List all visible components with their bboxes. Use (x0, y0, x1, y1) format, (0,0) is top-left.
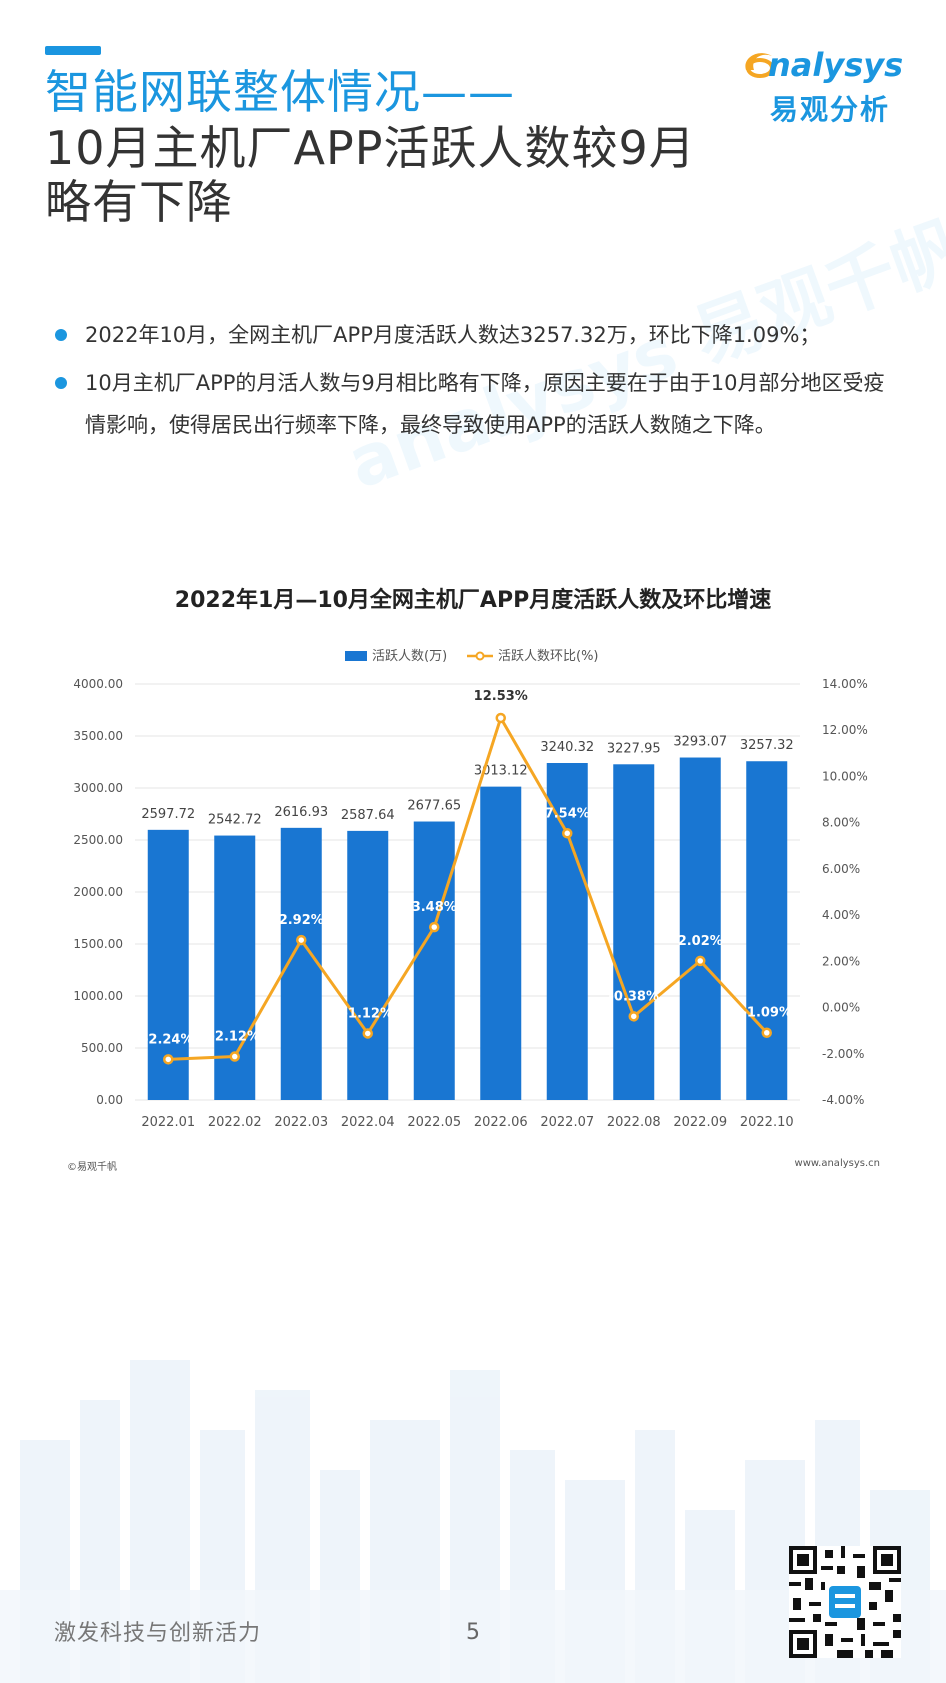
source-credit: ©易观千帆 (67, 1162, 117, 1173)
bar (480, 786, 522, 1100)
bullet-dot-icon (55, 329, 67, 341)
y-left-tick-label: 0.00 (96, 1093, 123, 1107)
y-right-tick-label: 10.00% (822, 769, 868, 783)
logo-chinese-name: 易观分析 (770, 93, 891, 126)
x-tick-label: 2022.03 (274, 1115, 328, 1130)
bar (613, 764, 655, 1100)
x-tick-label: 2022.01 (141, 1115, 195, 1130)
line-value-label: -2.12% (210, 1030, 261, 1045)
legend-line-marker (475, 651, 485, 661)
bullet-list: 2022年10月，全网主机厂APP月度活跃人数达3257.32万，环比下降1.0… (55, 314, 905, 452)
bar-value-label: 2677.65 (407, 799, 461, 814)
line-point (296, 934, 307, 946)
x-tick-label: 2022.05 (407, 1115, 461, 1130)
x-tick-label: 2022.09 (673, 1115, 727, 1130)
line-point (362, 1028, 373, 1039)
bar-value-label: 2616.93 (274, 805, 328, 820)
line-point (229, 1051, 240, 1062)
bar-value-label: 2542.72 (208, 813, 262, 828)
y-left-tick-label: 3000.00 (73, 781, 123, 795)
line-point (562, 828, 573, 839)
x-tick-label: 2022.04 (341, 1115, 395, 1130)
y-right-tick-label: 8.00% (822, 816, 860, 830)
line-value-label: -1.09% (742, 1006, 793, 1021)
line-point (495, 712, 506, 724)
bullet-text: 2022年10月，全网主机厂APP月度活跃人数达3257.32万，环比下降1.0… (85, 323, 821, 347)
y-left-tick-label: 4000.00 (73, 677, 123, 691)
y-right-tick-label: 4.00% (822, 908, 860, 922)
y-right-tick-label: -2.00% (822, 1047, 864, 1061)
bar-value-label: 3240.32 (540, 740, 594, 755)
page-title-line2: 10月主机厂APP活跃人数较9月 (45, 121, 696, 175)
source-url: www.analysys.cn (794, 1158, 880, 1169)
line-point (628, 1011, 639, 1022)
bar (347, 830, 389, 1100)
line-value-label: 2.02% (678, 934, 723, 949)
bullet-dot-icon (55, 377, 67, 389)
line-value-label: -1.12% (343, 1006, 394, 1021)
y-right-tick-label: 12.00% (822, 723, 868, 737)
line-value-label: -2.24% (143, 1032, 194, 1047)
line-point (429, 921, 440, 933)
title-accent-bar (45, 46, 101, 55)
line-point (163, 1054, 174, 1065)
logo-wordmark: nalysys (768, 46, 904, 84)
page-title-line3: 略有下降 (45, 175, 233, 229)
x-tick-label: 2022.02 (208, 1115, 262, 1130)
y-right-tick-label: 0.00% (822, 1001, 860, 1015)
page-title-line1: 智能网联整体情况—— (45, 65, 515, 119)
legend-label-line: 活跃人数环比(%) (498, 649, 599, 664)
bar-value-label: 3257.32 (740, 738, 794, 753)
x-tick-label: 2022.08 (607, 1115, 661, 1130)
x-tick-label: 2022.06 (474, 1115, 528, 1130)
y-left-tick-label: 2000.00 (73, 885, 123, 899)
bar (546, 763, 588, 1100)
bar (746, 761, 788, 1100)
y-right-tick-label: 14.00% (822, 677, 868, 691)
y-left-tick-label: 3500.00 (73, 729, 123, 743)
bar-value-label: 3293.07 (673, 735, 727, 750)
bullet-text: 10月主机厂APP的月活人数与9月相比略有下降，原因主要在于由于10月部分地区受… (85, 371, 885, 437)
line-value-label: 12.53% (474, 689, 528, 704)
legend-bar-swatch (345, 651, 367, 661)
y-left-tick-label: 2500.00 (73, 833, 123, 847)
line-series (168, 716, 768, 1061)
page-number: 5 (466, 1620, 480, 1645)
line-value-label: -0.38% (609, 989, 660, 1004)
x-tick-label: 2022.07 (540, 1115, 594, 1130)
y-left-tick-label: 500.00 (81, 1041, 123, 1055)
y-right-tick-label: 2.00% (822, 954, 860, 968)
qr-code-icon (789, 1546, 901, 1658)
line-value-label: 2.92% (279, 913, 324, 928)
bar-value-label: 2597.72 (141, 807, 195, 822)
footer-slogan: 激发科技与创新活力 (54, 1621, 262, 1646)
legend-label-bars: 活跃人数(万) (372, 649, 447, 664)
line-point (761, 1027, 772, 1038)
y-left-tick-label: 1500.00 (73, 937, 123, 951)
y-right-tick-label: -4.00% (822, 1093, 864, 1107)
bar (679, 757, 721, 1100)
line-point (695, 955, 706, 967)
bullet-item: 2022年10月，全网主机厂APP月度活跃人数达3257.32万，环比下降1.0… (55, 314, 905, 356)
logo-swoosh-icon (745, 53, 774, 78)
line-value-label: 3.48% (412, 900, 457, 915)
bar-value-label: 3013.12 (474, 764, 528, 779)
bar-value-label: 2587.64 (341, 808, 395, 823)
bullet-item: 10月主机厂APP的月活人数与9月相比略有下降，原因主要在于由于10月部分地区受… (55, 362, 905, 446)
bar-value-label: 3227.95 (607, 741, 661, 756)
bar (413, 821, 455, 1100)
y-left-tick-label: 1000.00 (73, 989, 123, 1003)
combo-chart: 活跃人数(万) 活跃人数环比(%) 0.00 500.00 1000.00 1500.00… (73, 649, 868, 1130)
chart-title: 2022年1月—10月全网主机厂APP月度活跃人数及环比增速 (174, 588, 772, 613)
line-value-label: 7.54% (545, 806, 590, 821)
y-right-tick-label: 6.00% (822, 862, 860, 876)
x-tick-label: 2022.10 (740, 1115, 794, 1130)
analysys-logo: nalysys 易观分析 (740, 42, 910, 126)
